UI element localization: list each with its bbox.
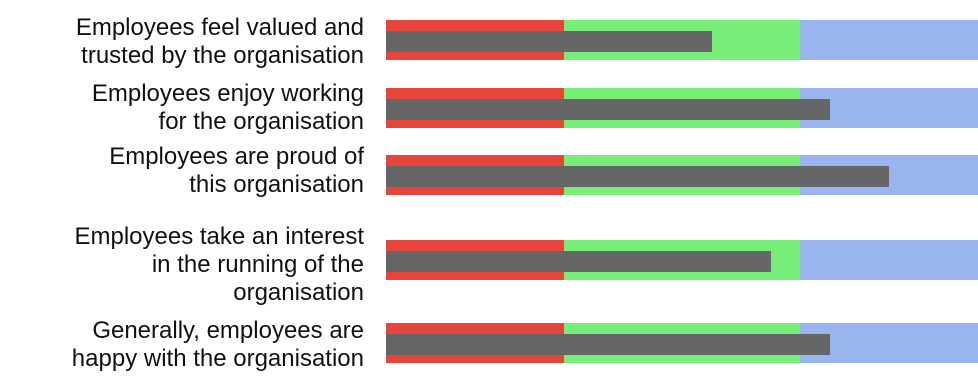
category-label: Employees enjoy working for the organisat… <box>92 80 364 136</box>
category-label: Employees feel valued and trusted by the … <box>76 14 364 70</box>
category-label-line: Employees feel valued and <box>75 14 364 41</box>
category-label-line: organisation <box>233 279 364 306</box>
category-label: Employees take an interest in the running… <box>75 223 365 307</box>
category-label: Generally, employees are happy with the o… <box>72 317 364 373</box>
value-bar <box>386 31 712 52</box>
category-label-line: in the running of the <box>151 251 364 278</box>
category-label-line: for the organisation <box>158 108 364 135</box>
value-bar <box>386 99 830 120</box>
value-bar <box>386 251 771 272</box>
range-band <box>800 20 978 60</box>
category-label-line: happy with the organisation <box>71 345 364 372</box>
category-label-line: Employees take an interest <box>74 223 365 250</box>
category-label-line: Employees are proud of <box>109 143 364 170</box>
value-bar <box>386 166 890 187</box>
category-label-line: trusted by the organisation <box>81 42 364 69</box>
category-label: Employees are proud of this organisation <box>109 143 364 199</box>
category-label-line: Generally, employees are <box>92 317 364 344</box>
category-label-line: Employees enjoy working <box>91 80 364 107</box>
category-label-line: this organisation <box>189 171 364 198</box>
value-bar <box>386 334 830 355</box>
range-band <box>800 240 978 280</box>
